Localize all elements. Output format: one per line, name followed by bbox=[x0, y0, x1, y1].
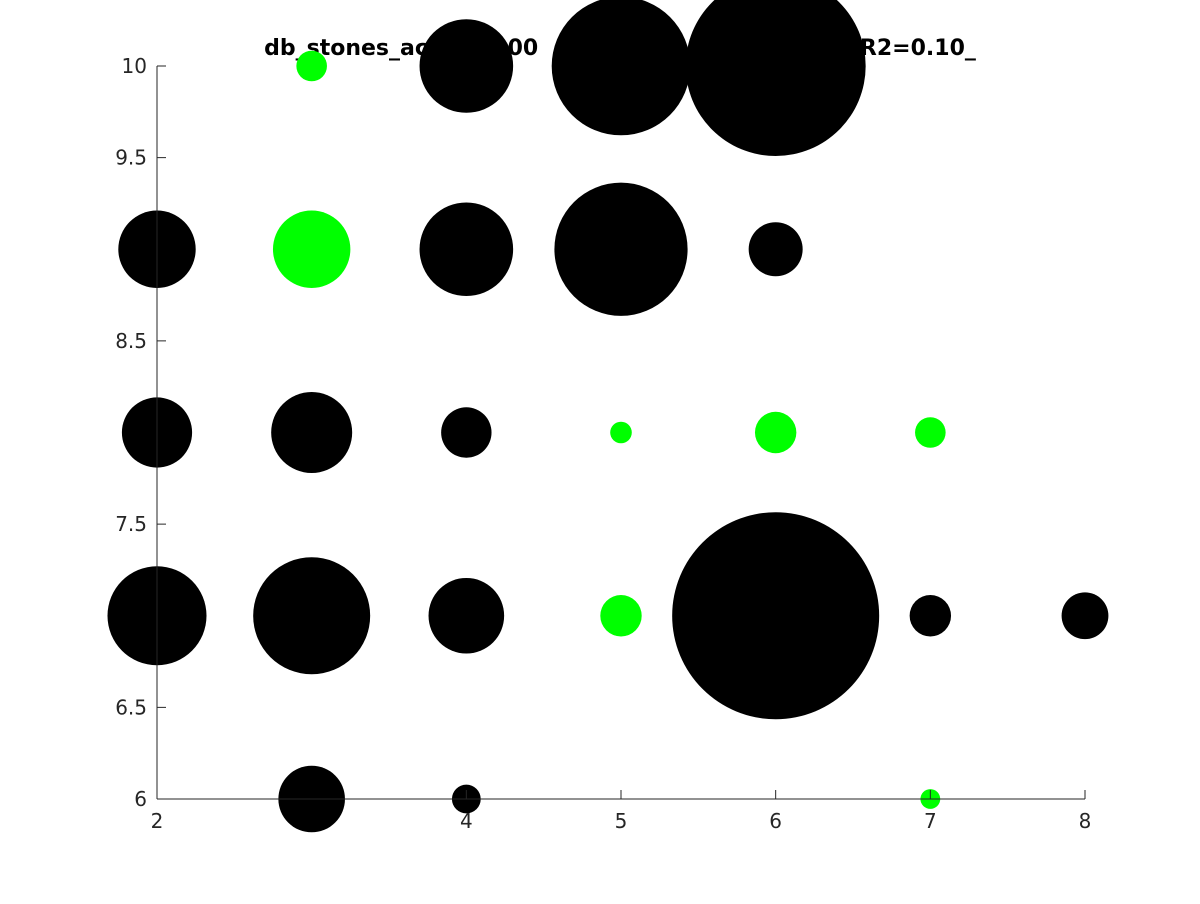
data-point bbox=[600, 595, 642, 637]
data-point bbox=[419, 19, 514, 113]
y-tick-label: 6 bbox=[134, 787, 147, 811]
axes-layer: 2 4 5 6 7 8 6 6.5 7.5 8.5 9.5 10 bbox=[115, 54, 1091, 833]
data-point bbox=[909, 595, 952, 637]
y-tick-label: 10 bbox=[122, 54, 147, 78]
points-layer bbox=[107, 0, 1109, 833]
data-point bbox=[685, 0, 866, 156]
y-tick-label: 8.5 bbox=[115, 329, 147, 353]
data-point bbox=[419, 202, 514, 297]
y-tick-label: 9.5 bbox=[115, 146, 147, 170]
x-tick-label: 8 bbox=[1079, 809, 1092, 833]
data-point bbox=[1061, 592, 1109, 640]
data-point bbox=[672, 512, 880, 720]
data-point bbox=[253, 557, 371, 675]
x-tick-label: 7 bbox=[924, 809, 937, 833]
x-tick-label: 5 bbox=[615, 809, 628, 833]
data-point bbox=[296, 50, 327, 82]
x-tick-label: 4 bbox=[460, 809, 473, 833]
y-tick-label: 6.5 bbox=[115, 695, 147, 719]
data-point bbox=[915, 417, 946, 448]
data-point bbox=[428, 577, 505, 654]
data-point bbox=[554, 182, 688, 316]
x-tick-label: 6 bbox=[769, 809, 782, 833]
y-tick-group: 6 6.5 7.5 8.5 9.5 10 bbox=[115, 54, 166, 811]
x-tick-label: 2 bbox=[151, 809, 164, 833]
data-point bbox=[441, 407, 492, 458]
data-point bbox=[551, 0, 691, 136]
data-point bbox=[754, 411, 797, 454]
data-point bbox=[610, 421, 632, 444]
data-point bbox=[272, 210, 351, 288]
x-tick-group: 2 4 5 6 7 8 bbox=[151, 790, 1092, 833]
data-point bbox=[748, 222, 803, 277]
y-tick-label: 7.5 bbox=[115, 512, 147, 536]
data-point bbox=[271, 392, 353, 473]
